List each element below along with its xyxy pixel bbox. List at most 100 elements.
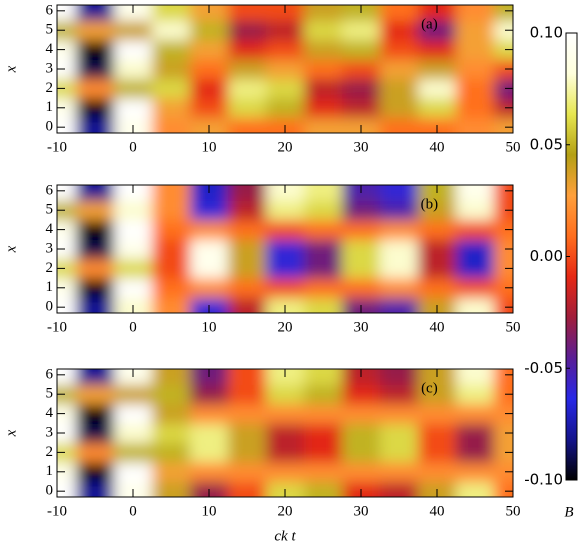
cell <box>228 462 267 482</box>
y-tick-label: 4 <box>46 221 54 237</box>
cell <box>152 219 191 240</box>
cell <box>114 20 153 41</box>
cell <box>57 185 77 202</box>
cell <box>228 20 267 41</box>
cell <box>152 200 191 221</box>
cell <box>418 403 457 424</box>
field <box>57 185 513 313</box>
y-tick-label: 5 <box>46 22 54 38</box>
cell <box>418 59 457 80</box>
y-tick-label: 3 <box>46 240 54 256</box>
cell <box>190 200 229 221</box>
y-tick-label: 0 <box>46 299 54 315</box>
cell <box>152 423 191 444</box>
cell <box>57 239 77 260</box>
cell <box>57 117 77 133</box>
cell <box>152 117 191 133</box>
cell <box>380 403 419 424</box>
cell <box>494 481 513 497</box>
field-cells <box>57 185 513 313</box>
cell <box>190 278 229 298</box>
cell <box>456 258 495 279</box>
cell <box>418 278 457 298</box>
y-tick-label: 2 <box>46 444 54 460</box>
y-axis-label: x <box>3 429 19 437</box>
y-tick-label: 6 <box>46 366 54 382</box>
cell <box>57 423 77 444</box>
cell <box>152 462 191 482</box>
cell <box>342 5 381 22</box>
cell <box>418 384 457 405</box>
cell <box>57 384 77 405</box>
cell <box>494 219 513 240</box>
cell <box>494 297 513 313</box>
cell <box>114 78 153 99</box>
cell <box>228 185 267 202</box>
cell <box>380 117 419 133</box>
cell <box>114 423 153 444</box>
cell <box>494 462 513 482</box>
y-tick-label: 4 <box>46 41 54 57</box>
cell <box>152 59 191 80</box>
y-tick-label: 1 <box>46 463 54 479</box>
cell <box>228 258 267 279</box>
cell <box>228 200 267 221</box>
cell <box>494 442 513 463</box>
cell <box>494 200 513 221</box>
panel-label: (a) <box>421 16 438 32</box>
cell <box>304 384 343 405</box>
x-tick-label: 50 <box>506 503 521 519</box>
cell <box>190 39 229 60</box>
cell <box>190 258 229 279</box>
cell <box>456 200 495 221</box>
cell <box>266 384 305 405</box>
cell <box>76 20 115 41</box>
cell <box>456 78 495 99</box>
x-tick-label: 30 <box>354 319 369 335</box>
cell <box>380 384 419 405</box>
cell <box>342 369 381 386</box>
cell <box>228 117 267 133</box>
cell <box>57 98 77 118</box>
cell <box>494 258 513 279</box>
cell <box>418 98 457 118</box>
cell <box>76 200 115 221</box>
y-tick-label: 5 <box>46 202 54 218</box>
cell <box>114 278 153 298</box>
cell <box>76 278 115 298</box>
field-cells <box>57 5 513 133</box>
cell <box>190 78 229 99</box>
cell <box>228 278 267 298</box>
x-tick-label: 10 <box>202 319 217 335</box>
cell <box>152 98 191 118</box>
cell <box>57 442 77 463</box>
cell <box>456 5 495 22</box>
cell <box>114 39 153 60</box>
cell <box>456 117 495 133</box>
cell <box>380 297 419 313</box>
cell <box>76 403 115 424</box>
cell <box>380 98 419 118</box>
cell <box>342 20 381 41</box>
cell <box>380 219 419 240</box>
cell <box>76 423 115 444</box>
cell <box>228 239 267 260</box>
cell <box>266 200 305 221</box>
cell <box>190 462 229 482</box>
cell <box>494 98 513 118</box>
cell <box>114 200 153 221</box>
cell <box>190 98 229 118</box>
cell <box>266 462 305 482</box>
y-tick-label: 6 <box>46 2 54 18</box>
x-tick-label: 40 <box>430 319 445 335</box>
cell <box>190 369 229 386</box>
cell <box>152 185 191 202</box>
cell <box>57 462 77 482</box>
cell <box>304 278 343 298</box>
y-tick-label: 3 <box>46 424 54 440</box>
panel-label: (c) <box>421 380 438 396</box>
x-tick-label: 20 <box>278 503 293 519</box>
cell <box>266 239 305 260</box>
cell <box>380 442 419 463</box>
cell <box>76 39 115 60</box>
